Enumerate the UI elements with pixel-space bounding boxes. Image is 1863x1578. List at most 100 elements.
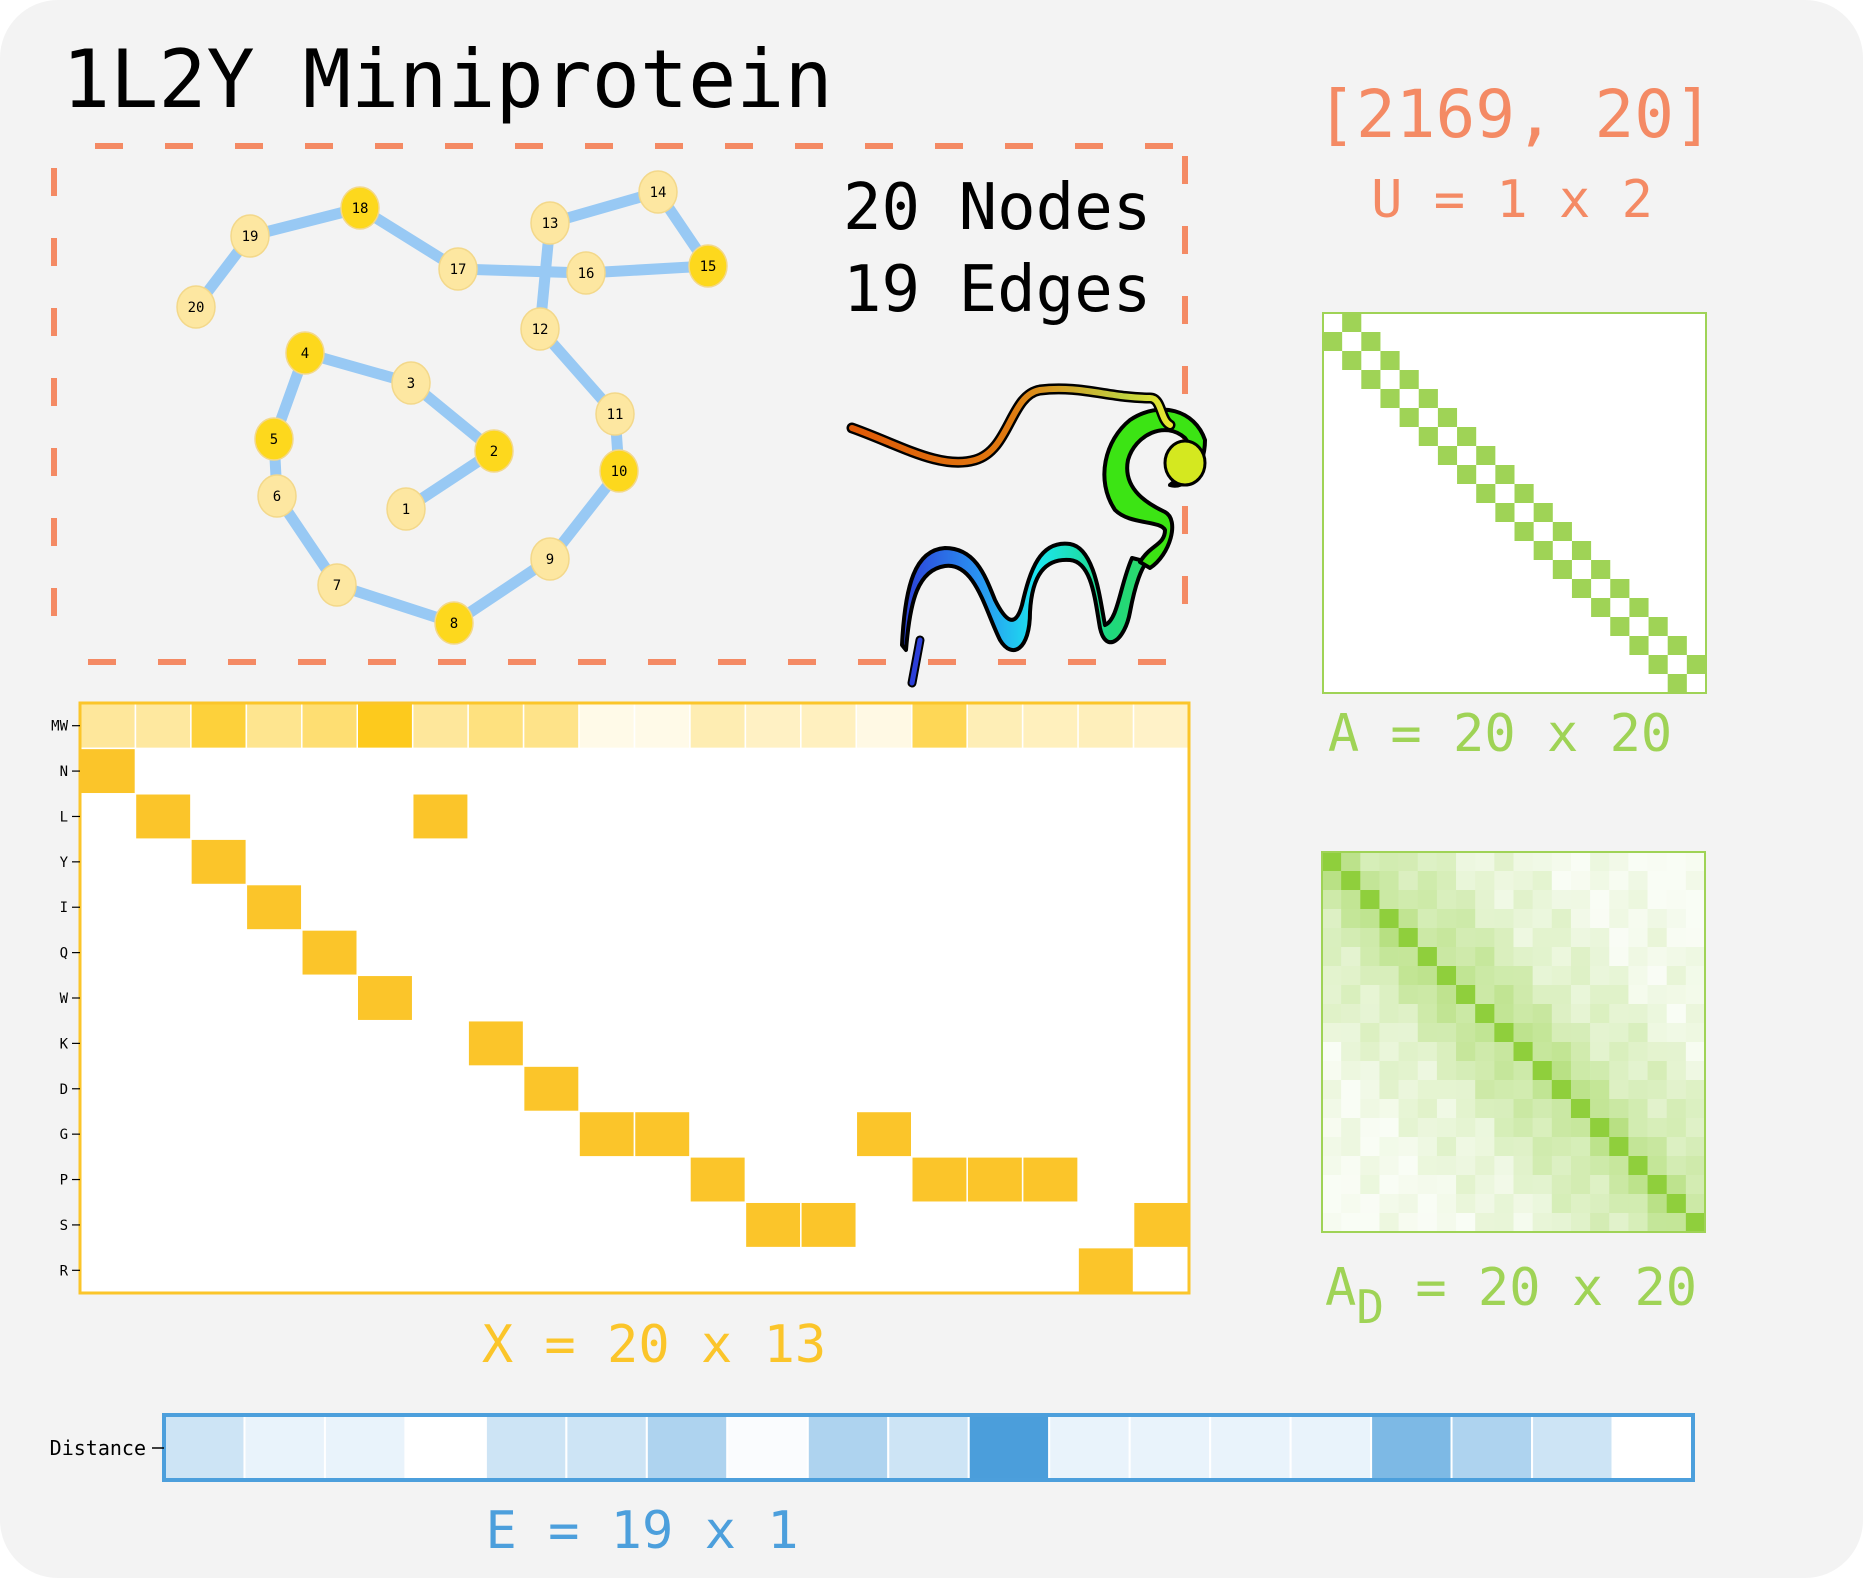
- distance-label-main: A: [1325, 1258, 1356, 1318]
- adjacency-cell: [1495, 465, 1515, 484]
- distance-cell: [1379, 966, 1399, 986]
- distance-cell: [1475, 1042, 1495, 1062]
- distance-cell: [1398, 1061, 1419, 1081]
- distance-cell: [1532, 1213, 1553, 1233]
- adjacency-cell: [1667, 674, 1687, 693]
- distance-cell: [1513, 947, 1533, 967]
- edge-feature-cell: [1128, 1414, 1212, 1481]
- edge-feature-cell: [243, 1414, 326, 1481]
- distance-cell: [1609, 909, 1629, 929]
- feature-onehot-cell: [245, 883, 303, 931]
- distance-cell: [1379, 985, 1399, 1005]
- distance-cell: [1609, 1137, 1629, 1157]
- distance-cell: [1647, 852, 1667, 872]
- distance-cell: [1341, 852, 1361, 872]
- adjacency-cell: [1571, 579, 1592, 598]
- distance-cell: [1609, 1061, 1629, 1081]
- adjacency-cell: [1495, 503, 1515, 522]
- feature-onehot-cell: [855, 1110, 913, 1158]
- distance-cell: [1417, 1156, 1438, 1176]
- distance-cell: [1647, 890, 1667, 910]
- distance-cell: [1532, 909, 1553, 929]
- distance-cell: [1417, 1194, 1438, 1214]
- distance-cell: [1456, 985, 1476, 1005]
- distance-cell: [1570, 966, 1591, 986]
- distance-cell: [1513, 1042, 1533, 1062]
- distance-cell: [1322, 909, 1342, 929]
- distance-label-rest: = 20 x 20: [1384, 1258, 1697, 1318]
- distance-cell: [1475, 985, 1495, 1005]
- distance-cell: [1436, 1099, 1457, 1119]
- distance-cell: [1379, 1213, 1399, 1233]
- adjacency-cell: [1476, 484, 1496, 503]
- distance-cell: [1360, 1118, 1380, 1138]
- distance-cell: [1436, 1156, 1457, 1176]
- distance-cell: [1570, 1118, 1591, 1138]
- distance-cell: [1570, 871, 1591, 891]
- distance-cell: [1532, 928, 1553, 948]
- feature-mw-cell: [134, 702, 192, 750]
- distance-cell: [1532, 1099, 1553, 1119]
- graph-node: 9: [530, 537, 570, 581]
- distance-cell: [1666, 985, 1687, 1005]
- distance-cell: [1628, 928, 1648, 948]
- edge-feature-cell: [1531, 1414, 1614, 1481]
- distance-cell: [1647, 1099, 1667, 1119]
- distance-cell: [1590, 1099, 1610, 1119]
- graph-node-label: 20: [188, 300, 205, 316]
- distance-cell: [1570, 928, 1591, 948]
- distance-cell: [1513, 1080, 1533, 1100]
- distance-cell: [1666, 1156, 1687, 1176]
- graph-node: 3: [391, 361, 431, 405]
- distance-cell: [1647, 909, 1667, 929]
- distance-cell: [1494, 890, 1514, 910]
- distance-cell: [1398, 1156, 1419, 1176]
- feature-row-label: P: [60, 1173, 68, 1189]
- distance-cell: [1532, 1137, 1553, 1157]
- adjacency-cell: [1591, 598, 1611, 617]
- distance-cell: [1322, 947, 1342, 967]
- distance-cell: [1666, 1004, 1687, 1024]
- distance-cell: [1379, 1156, 1399, 1176]
- distance-cell: [1494, 1042, 1514, 1062]
- distance-cell: [1398, 852, 1419, 872]
- distance-cell: [1456, 852, 1476, 872]
- graph-node-label: 11: [607, 407, 624, 423]
- distance-cell: [1456, 1213, 1476, 1233]
- adjacency-cell: [1399, 370, 1419, 389]
- distance-cell: [1322, 1156, 1342, 1176]
- distance-cell: [1322, 966, 1342, 986]
- distance-cell: [1341, 1042, 1361, 1062]
- distance-cell: [1570, 985, 1591, 1005]
- distance-cell: [1398, 1004, 1419, 1024]
- distance-cell: [1590, 966, 1610, 986]
- distance-cell: [1417, 1080, 1438, 1100]
- feature-onehot-cell: [744, 1201, 802, 1249]
- feature-matrix-bg: [80, 703, 1189, 1293]
- graph-node: 4: [285, 331, 325, 375]
- distance-cell: [1436, 871, 1457, 891]
- distance-cell: [1379, 852, 1399, 872]
- distance-cell: [1666, 1194, 1687, 1214]
- distance-cell: [1590, 1194, 1610, 1214]
- edge-count: 19 Edges: [843, 253, 1151, 327]
- distance-cell: [1513, 852, 1533, 872]
- distance-cell: [1417, 1099, 1438, 1119]
- feature-onehot-cell: [301, 929, 358, 977]
- distance-cell: [1475, 966, 1495, 986]
- distance-cell: [1628, 890, 1648, 910]
- distance-cell: [1475, 1023, 1495, 1043]
- feature-onehot-cell: [356, 974, 414, 1022]
- distance-cell: [1628, 966, 1648, 986]
- adjacency-cell: [1552, 560, 1572, 579]
- distance-cell: [1456, 871, 1476, 891]
- adjacency-cell: [1533, 503, 1553, 522]
- distance-cell: [1398, 985, 1419, 1005]
- distance-cell: [1609, 1194, 1629, 1214]
- distance-cell: [1322, 1137, 1342, 1157]
- feature-row-label: MW: [51, 719, 68, 735]
- distance-cell: [1532, 1175, 1553, 1195]
- edge-feature-cell: [565, 1414, 648, 1481]
- distance-cell: [1513, 1175, 1533, 1195]
